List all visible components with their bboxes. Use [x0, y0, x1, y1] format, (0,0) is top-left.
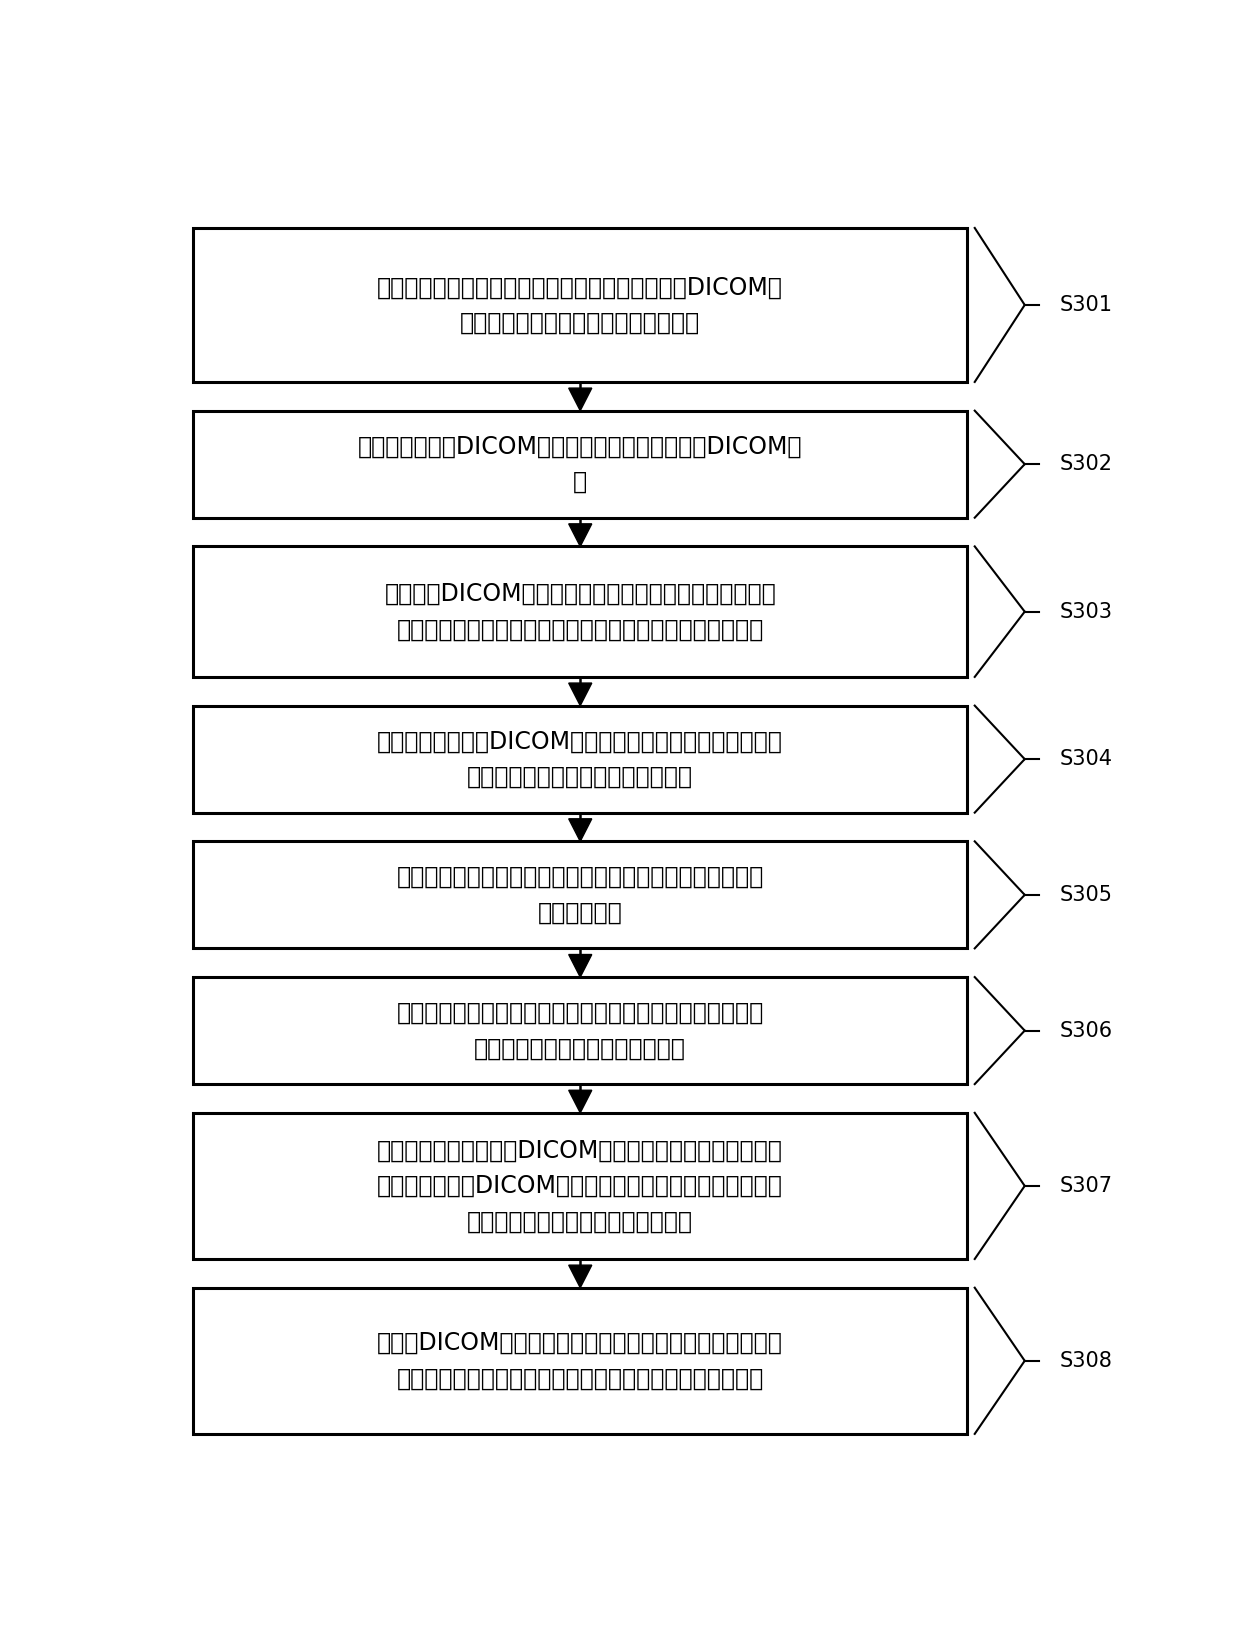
Polygon shape: [569, 1091, 591, 1114]
Bar: [193, 228, 967, 383]
Polygon shape: [569, 387, 591, 410]
Bar: [193, 1288, 967, 1434]
Text: S305: S305: [1059, 886, 1112, 905]
Text: 根据首个DICOM文件，获取标签分别确定图像数据类型、
相位个数、一个相位对应的图像个数等，填写数据维度信息: 根据首个DICOM文件，获取标签分别确定图像数据类型、 相位个数、一个相位对应的…: [384, 581, 776, 641]
Text: S307: S307: [1059, 1175, 1112, 1197]
Text: S306: S306: [1059, 1021, 1112, 1040]
Text: S308: S308: [1059, 1351, 1112, 1371]
Polygon shape: [569, 1265, 591, 1288]
Text: 将一个序列中所有DICOM文件的头数据相同的数据获取出来
，填写数据结构头数据部分的数据值: 将一个序列中所有DICOM文件的头数据相同的数据获取出来 ，填写数据结构头数据部…: [377, 729, 784, 790]
Polygon shape: [569, 524, 591, 547]
Text: S302: S302: [1059, 454, 1112, 474]
Text: 遍历所有路径地址下的DICOM文件，判断当用户检查号与用
户序列号与首个DICOM文件相同时，读取文件中的图像数据
部分，拷贝填充到已申请的存储空间: 遍历所有路径地址下的DICOM文件，判断当用户检查号与用 户序列号与首个DICO…: [377, 1138, 784, 1234]
Text: 计算图像像素对应的空间位置，记录图像像素的首像素位置
信息到头数据: 计算图像像素对应的空间位置，记录图像像素的首像素位置 信息到头数据: [397, 864, 764, 925]
Bar: [193, 705, 967, 812]
Text: 根据数据维度信息申请连续的内存存储空间，并将存储空间
的首地址记录到数据维度信息项中: 根据数据维度信息申请连续的内存存储空间，并将存储空间 的首地址记录到数据维度信息…: [397, 1001, 764, 1060]
Bar: [193, 977, 967, 1084]
Text: 根据获取的首个DICOM文件的路径地址，解析首个DICOM文
件: 根据获取的首个DICOM文件的路径地址，解析首个DICOM文 件: [358, 435, 802, 493]
Polygon shape: [569, 954, 591, 977]
Bar: [193, 1114, 967, 1258]
Bar: [193, 547, 967, 677]
Bar: [193, 410, 967, 518]
Text: S304: S304: [1059, 749, 1112, 768]
Text: S301: S301: [1059, 295, 1112, 314]
Text: 在数据管理模块中根据简要信息检索原始呼吸门控DICOM图
像数据，获取数据存储信息及路径地址: 在数据管理模块中根据简要信息检索原始呼吸门控DICOM图 像数据，获取数据存储信…: [377, 275, 784, 335]
Text: 所有的DICOM文件都遍历完成后，按照维度信息将已申请的
存储空间，对应相位的个数，对应的将连续的内存空间等分: 所有的DICOM文件都遍历完成后，按照维度信息将已申请的 存储空间，对应相位的个…: [377, 1332, 784, 1390]
Polygon shape: [569, 684, 591, 705]
Text: S303: S303: [1059, 602, 1112, 622]
Bar: [193, 842, 967, 949]
Polygon shape: [569, 819, 591, 842]
